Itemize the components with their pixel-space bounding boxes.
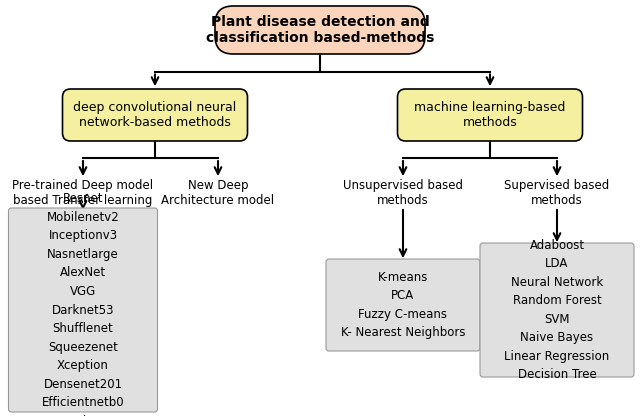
- Text: Resnet
Mobilenetv2
Inceptionv3
Nasnetlarge
AlexNet
VGG
Darknet53
Shufflenet
Sque: Resnet Mobilenetv2 Inceptionv3 Nasnetlar…: [42, 193, 124, 416]
- FancyBboxPatch shape: [480, 243, 634, 377]
- Text: K-means
PCA
Fuzzy C-means
K- Nearest Neighbors: K-means PCA Fuzzy C-means K- Nearest Nei…: [340, 271, 465, 339]
- FancyBboxPatch shape: [397, 89, 582, 141]
- FancyBboxPatch shape: [215, 6, 425, 54]
- Text: Plant disease detection and
classification based-methods: Plant disease detection and classificati…: [206, 15, 434, 45]
- FancyBboxPatch shape: [63, 89, 248, 141]
- Text: Pre-trained Deep model
based Transfer learning: Pre-trained Deep model based Transfer le…: [12, 179, 154, 207]
- Text: Unsupervised based
methods: Unsupervised based methods: [343, 179, 463, 207]
- Text: Supervised based
methods: Supervised based methods: [504, 179, 610, 207]
- Text: machine learning-based
methods: machine learning-based methods: [414, 101, 566, 129]
- FancyBboxPatch shape: [326, 259, 480, 351]
- Text: deep convolutional neural
network-based methods: deep convolutional neural network-based …: [74, 101, 237, 129]
- Text: Adaboost
LDA
Neural Network
Random Forest
SVM
Naive Bayes
Linear Regression
Deci: Adaboost LDA Neural Network Random Fores…: [504, 239, 610, 381]
- FancyBboxPatch shape: [8, 208, 157, 412]
- Text: New Deep
Architecture model: New Deep Architecture model: [161, 179, 275, 207]
